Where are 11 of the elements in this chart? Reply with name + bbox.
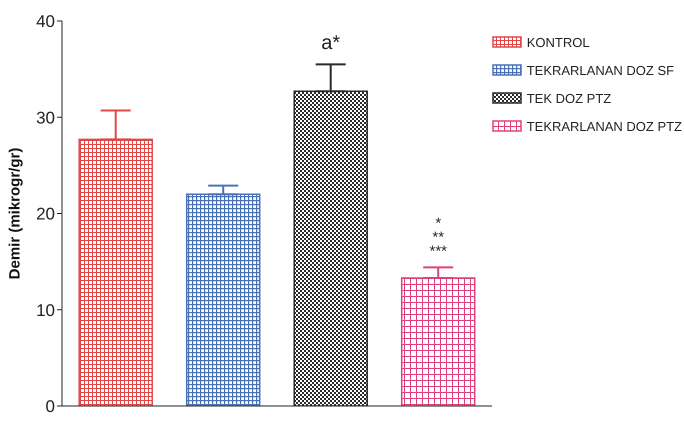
annotation: a*	[320, 32, 342, 54]
y-axis-title: Demir (mikrogr/gr)	[6, 148, 24, 280]
legend-label: TEK DOZ PTZ	[526, 90, 612, 106]
legend-label: KONTROL	[526, 34, 590, 50]
y-tick-label: 10	[36, 300, 55, 320]
legend-label: TEKRARLANAN DOZ SF	[526, 62, 674, 78]
y-tick-label: 0	[46, 397, 55, 416]
y-tick-label: 20	[36, 204, 55, 224]
legend-label: TEKRARLANAN DOZ PTZ	[526, 118, 682, 134]
y-tick-label: 40	[36, 12, 55, 32]
y-tick-label: 30	[36, 108, 55, 128]
